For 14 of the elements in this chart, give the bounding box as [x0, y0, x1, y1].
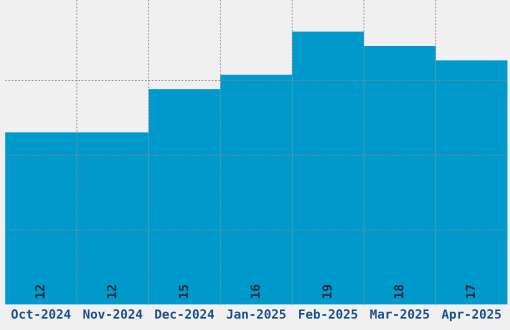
x-tick-label: Nov-2024 — [83, 309, 142, 319]
data-label: 12 — [106, 285, 116, 298]
data-label: 16 — [250, 284, 260, 298]
data-label: 12 — [35, 285, 44, 298]
data-label: 18 — [394, 284, 404, 298]
x-tick-label: Mar-2025 — [370, 309, 430, 319]
data-label: 17 — [466, 285, 476, 298]
x-tick-label: Jan-2025 — [226, 309, 286, 319]
data-label: 19 — [322, 284, 332, 298]
x-tick-label: Oct-2024 — [11, 309, 71, 319]
x-tick-label: Dec-2024 — [155, 309, 214, 319]
x-tick-label: Feb-2025 — [299, 309, 358, 319]
data-label: 15 — [178, 284, 188, 298]
x-tick-label: Apr-2025 — [442, 309, 501, 322]
